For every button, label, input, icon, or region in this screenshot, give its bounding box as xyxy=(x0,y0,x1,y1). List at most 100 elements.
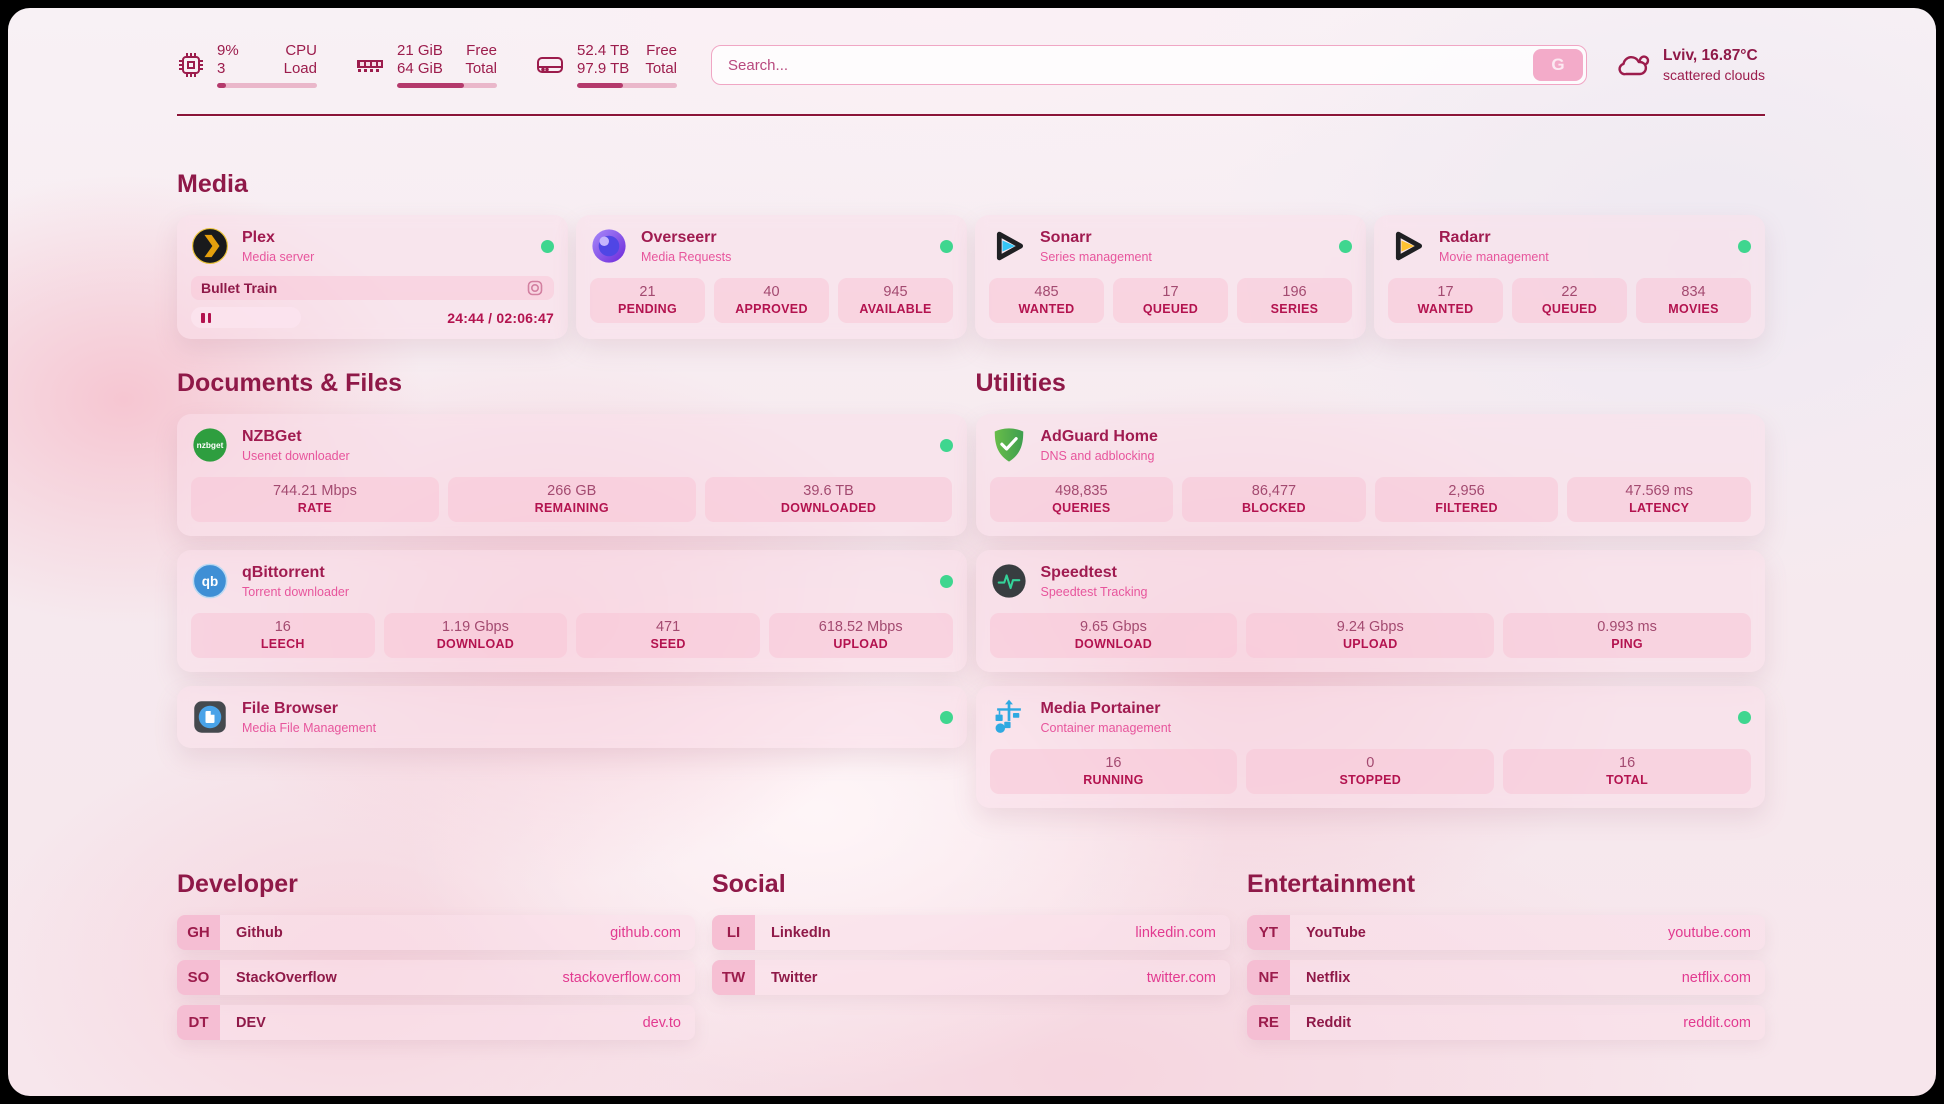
media-grid: Plex Media server Bullet Train 24:44 / 0… xyxy=(177,215,1765,339)
header-divider xyxy=(177,114,1765,116)
app-card-qbittorrent[interactable]: qb qBittorrent Torrent downloader 16 LEEC… xyxy=(177,550,967,672)
portainer-icon xyxy=(990,698,1028,736)
app-card-filebrowser[interactable]: File Browser Media File Management xyxy=(177,686,967,748)
bookmark-linkedin[interactable]: LI LinkedIn linkedin.com xyxy=(712,915,1230,950)
cpu-load-value: 3 xyxy=(217,60,226,77)
svg-text:nzbget: nzbget xyxy=(197,440,224,450)
app-card-overseerr[interactable]: Overseerr Media Requests 21 PENDING 40 APP… xyxy=(576,215,967,339)
ram-icon xyxy=(355,50,385,80)
app-card-plex[interactable]: Plex Media server Bullet Train 24:44 / 0… xyxy=(177,215,568,339)
bookmark-badge: YT xyxy=(1247,915,1290,950)
stat-tile: 485 WANTED xyxy=(989,278,1104,323)
plex-icon xyxy=(191,227,229,265)
stat-tile: 16 LEECH xyxy=(191,613,375,658)
bookmark-badge: LI xyxy=(712,915,755,950)
bookmark-netflix[interactable]: NF Netflix netflix.com xyxy=(1247,960,1765,995)
section-title-developer: Developer xyxy=(177,870,298,898)
stat-tile: 16 TOTAL xyxy=(1503,749,1751,794)
filebrowser-icon xyxy=(191,698,229,736)
section-title-media: Media xyxy=(177,170,248,198)
stat-tile: 39.6 TB DOWNLOADED xyxy=(704,477,953,522)
disk-stat: 52.4 TB 97.9 TB Free Total xyxy=(535,42,677,88)
cpu-stat: 9% 3 CPU Load xyxy=(177,42,317,88)
cloud-icon xyxy=(1617,52,1651,78)
bookmark-name: StackOverflow xyxy=(236,969,337,986)
bookmark-name: Twitter xyxy=(771,969,818,986)
app-desc: Movie management xyxy=(1439,249,1549,264)
search-input[interactable] xyxy=(711,45,1588,85)
stat-tile: 0.993 ms PING xyxy=(1503,613,1751,658)
bookmark-reddit[interactable]: RE Reddit reddit.com xyxy=(1247,1005,1765,1040)
disk-icon xyxy=(535,50,565,80)
app-card-speedtest[interactable]: Speedtest Speedtest Tracking 9.65 Gbps DO… xyxy=(975,550,1765,672)
bookmark-youtube[interactable]: YT YouTube youtube.com xyxy=(1247,915,1765,950)
radarr-icon xyxy=(1388,227,1426,265)
stat-tile: 0 STOPPED xyxy=(1246,749,1495,794)
app-name: qBittorrent xyxy=(242,564,325,582)
stat-tile: 40 APPROVED xyxy=(714,278,829,323)
app-name: File Browser xyxy=(242,700,339,718)
stat-tile: 498,835 QUERIES xyxy=(989,477,1174,522)
bookmark-twitter[interactable]: TW Twitter twitter.com xyxy=(712,960,1230,995)
ram-progress-bar xyxy=(397,82,497,88)
app-desc: Media server xyxy=(242,249,315,264)
status-dot xyxy=(939,438,953,452)
bookmark-dev[interactable]: DT DEV dev.to xyxy=(177,1005,695,1040)
ram-total-value: 64 GiB xyxy=(397,60,443,77)
session-icon xyxy=(526,279,544,297)
disk-free-label: Free xyxy=(646,42,677,60)
pause-button[interactable] xyxy=(191,307,301,328)
app-desc: Torrent downloader xyxy=(242,584,350,599)
stat-tile: 17 WANTED xyxy=(1388,278,1503,323)
dashboard-page: 9% 3 CPU Load 21 GiB 64 GiB xyxy=(8,8,1936,1096)
disk-free-value: 52.4 TB xyxy=(577,42,630,60)
bookmark-github[interactable]: GH Github github.com xyxy=(177,915,695,950)
app-name: Sonarr xyxy=(1040,229,1092,247)
app-card-radarr[interactable]: Radarr Movie management 17 WANTED 22 QUEUE… xyxy=(1374,215,1765,339)
app-card-portainer[interactable]: Media Portainer Container management 16 R… xyxy=(975,686,1765,808)
search-engine-button[interactable]: G xyxy=(1533,49,1584,81)
bookmark-url: reddit.com xyxy=(1683,1014,1751,1031)
top-bar: 9% 3 CPU Load 21 GiB 64 GiB xyxy=(177,36,1765,94)
adguard-icon xyxy=(990,426,1028,464)
playback-time: 24:44 / 02:06:47 xyxy=(447,309,554,326)
stat-tile: 9.65 Gbps DOWNLOAD xyxy=(989,613,1238,658)
app-name: NZBGet xyxy=(242,428,302,446)
section-title-social: Social xyxy=(712,870,786,898)
ram-stat: 21 GiB 64 GiB Free Total xyxy=(355,42,497,88)
now-playing-title: Bullet Train xyxy=(201,280,278,296)
bookmark-badge: GH xyxy=(177,915,220,950)
app-card-nzbget[interactable]: nzbget NZBGet Usenet downloader 744.21 M… xyxy=(177,414,967,536)
app-desc: Media Requests xyxy=(641,249,732,264)
app-card-sonarr[interactable]: Sonarr Series management 485 WANTED 17 QUE… xyxy=(975,215,1366,339)
bookmark-name: DEV xyxy=(236,1014,266,1031)
section-title-documents: Documents & Files xyxy=(177,369,403,397)
stat-tile: 21 PENDING xyxy=(590,278,705,323)
app-card-adguard[interactable]: AdGuard Home DNS and adblocking 498,835 Q… xyxy=(975,414,1765,536)
ram-free-value: 21 GiB xyxy=(397,42,443,60)
bookmark-url: netflix.com xyxy=(1681,969,1751,986)
stat-tile: 945 AVAILABLE xyxy=(838,278,953,323)
app-desc: Container management xyxy=(1040,720,1172,735)
stat-tile: 618.52 Mbps UPLOAD xyxy=(768,613,953,658)
bookmark-url: linkedin.com xyxy=(1135,924,1216,941)
weather-widget[interactable]: Lviv, 16.87°C scattered clouds xyxy=(1617,47,1765,83)
app-name: Overseerr xyxy=(641,229,717,247)
app-name: Media Portainer xyxy=(1040,700,1161,718)
bookmark-badge: DT xyxy=(177,1005,220,1040)
bookmark-badge: NF xyxy=(1247,960,1290,995)
now-playing-bar: Bullet Train xyxy=(191,276,554,300)
app-desc: Series management xyxy=(1040,249,1152,264)
stat-tile: 834 MOVIES xyxy=(1636,278,1751,323)
app-name: Speedtest xyxy=(1040,564,1117,582)
bookmark-stackoverflow[interactable]: SO StackOverflow stackoverflow.com xyxy=(177,960,695,995)
bookmark-url: stackoverflow.com xyxy=(562,969,681,986)
status-dot xyxy=(1339,239,1352,253)
disk-total-label: Total xyxy=(645,60,677,77)
app-desc: Speedtest Tracking xyxy=(1040,584,1148,599)
overseerr-icon xyxy=(590,227,628,265)
stat-tile: 47.569 ms LATENCY xyxy=(1567,477,1751,522)
bookmark-url: twitter.com xyxy=(1146,969,1216,986)
stat-tile: 17 QUEUED xyxy=(1113,278,1228,323)
app-desc: Usenet downloader xyxy=(242,448,350,463)
